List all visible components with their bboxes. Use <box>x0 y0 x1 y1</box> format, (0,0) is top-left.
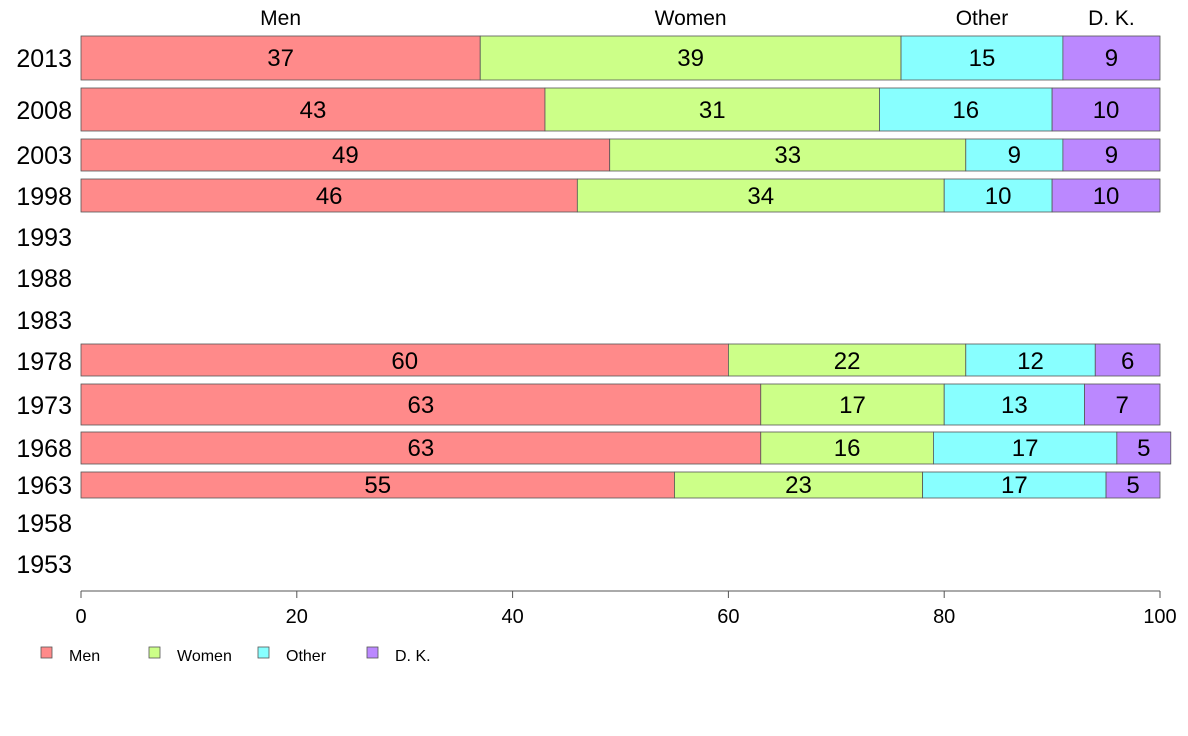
bar-1973-other <box>943 383 1085 426</box>
y-axis: 2013 2008 2003 1998 1993 1988 1983 1978 1973 1968… <box>16 45 72 579</box>
value-label-1998-other: 10 <box>985 183 1012 210</box>
y-tick-label-1963: 1963 <box>16 472 72 500</box>
legend-label-other: Other <box>286 648 327 665</box>
value-label-1973-men: 63 <box>408 392 435 419</box>
x-tick-label-60: 60 <box>717 606 739 628</box>
y-tick-label-1973: 1973 <box>16 392 72 420</box>
bar-2013-women <box>479 35 902 81</box>
value-label-2008-d-k: 10 <box>1093 97 1120 124</box>
legend: Men Women Other D. K. <box>40 646 431 665</box>
legend-swatch-men <box>40 646 53 659</box>
y-tick-label-1968: 1968 <box>16 435 72 463</box>
bar-1978-women <box>728 343 967 377</box>
value-label-1978-men: 60 <box>391 348 418 375</box>
top-label-d-k: D. K. <box>1088 7 1135 30</box>
bar-2008-men <box>80 87 546 132</box>
bar-1963-other <box>922 471 1107 499</box>
legend-swatch-other <box>257 646 270 659</box>
value-label-1973-women: 17 <box>839 392 866 419</box>
value-label-1998-d-k: 10 <box>1093 183 1120 210</box>
value-label-1963-d-k: 5 <box>1126 472 1139 499</box>
bar-1968-other <box>933 431 1118 465</box>
bar-1998-d-k <box>1051 178 1161 213</box>
value-label-2003-women: 33 <box>774 142 801 169</box>
y-tick-label-2008: 2008 <box>16 97 72 125</box>
value-label-2003-men: 49 <box>332 142 359 169</box>
legend-label-women: Women <box>177 648 232 665</box>
bar-1968-men <box>80 431 762 465</box>
y-tick-label-1953: 1953 <box>16 551 72 579</box>
y-tick-label-1983: 1983 <box>16 307 72 335</box>
bar-1973-women <box>760 383 945 426</box>
bar-2008-other <box>879 87 1053 132</box>
value-label-2013-men: 37 <box>267 45 294 72</box>
value-label-1968-women: 16 <box>834 435 861 462</box>
value-label-1973-other: 13 <box>1001 392 1028 419</box>
x-axis: 0 20 40 60 80 100 <box>75 590 1177 628</box>
value-label-1978-d-k: 6 <box>1121 348 1134 375</box>
bar-1973-d-k <box>1084 383 1161 426</box>
value-label-2008-women: 31 <box>699 97 726 124</box>
value-label-2013-other: 15 <box>969 45 996 72</box>
y-tick-label-2003: 2003 <box>16 142 72 170</box>
value-label-1968-d-k: 5 <box>1137 435 1150 462</box>
bar-1978-d-k <box>1094 343 1161 377</box>
bar-1963-d-k <box>1105 471 1161 499</box>
y-tick-label-1993: 1993 <box>16 224 72 252</box>
value-label-1978-women: 22 <box>834 348 861 375</box>
bar-1968-d-k <box>1116 431 1172 465</box>
x-tick-label-80: 80 <box>933 606 955 628</box>
value-label-2008-men: 43 <box>300 97 327 124</box>
legend-swatch-women <box>148 646 161 659</box>
value-label-2008-other: 16 <box>952 97 979 124</box>
bar-2003-men <box>80 138 611 172</box>
legend-label-men: Men <box>69 648 100 665</box>
value-label-1998-women: 34 <box>747 183 774 210</box>
x-tick-label-20: 20 <box>286 606 308 628</box>
top-labels: Men Women Other D. K. <box>260 7 1135 30</box>
bar-1978-other <box>965 343 1096 377</box>
bar-2013-men <box>80 35 481 81</box>
value-label-1963-women: 23 <box>785 472 812 499</box>
bar-2003-women <box>609 138 967 172</box>
value-label-2013-women: 39 <box>677 45 704 72</box>
value-label-1963-other: 17 <box>1001 472 1028 499</box>
bar-2008-women <box>544 87 880 132</box>
y-tick-label-1988: 1988 <box>16 265 72 293</box>
value-label-2003-other: 9 <box>1008 142 1021 169</box>
legend-label-d-k: D. K. <box>395 648 431 665</box>
y-tick-label-2013: 2013 <box>16 45 72 73</box>
y-tick-label-1998: 1998 <box>16 183 72 211</box>
y-tick-label-1978: 1978 <box>16 348 72 376</box>
value-label-1968-other: 17 <box>1012 435 1039 462</box>
top-label-men: Men <box>260 7 301 30</box>
bar-1963-men <box>80 471 675 499</box>
top-label-women: Women <box>655 7 727 30</box>
bar-2008-d-k <box>1051 87 1161 132</box>
bar-1973-men <box>80 383 762 426</box>
bar-2003-d-k <box>1062 138 1161 172</box>
value-label-1973-d-k: 7 <box>1116 392 1129 419</box>
legend-swatch-d-k <box>366 646 379 659</box>
bar-1998-men <box>80 178 578 213</box>
value-label-1978-other: 12 <box>1017 348 1044 375</box>
bar-1978-men <box>80 343 729 377</box>
x-tick-label-40: 40 <box>501 606 523 628</box>
value-label-1968-men: 63 <box>408 435 435 462</box>
x-tick-label-0: 0 <box>75 606 86 628</box>
value-label-1963-men: 55 <box>364 472 391 499</box>
x-tick-label-100: 100 <box>1143 606 1176 628</box>
value-label-1998-men: 46 <box>316 183 343 210</box>
y-tick-label-1958: 1958 <box>16 510 72 538</box>
value-label-2013-d-k: 9 <box>1105 45 1118 72</box>
bar-1998-women <box>576 178 945 213</box>
top-label-other: Other <box>956 7 1009 30</box>
bar-2013-d-k <box>1062 35 1161 81</box>
value-label-2003-d-k: 9 <box>1105 142 1118 169</box>
bar-2013-other <box>900 35 1064 81</box>
bars: 37 39 15 9 43 31 16 10 49 33 9 9 46 34 10 10 60 22 12 6 63 17… <box>80 35 1172 499</box>
